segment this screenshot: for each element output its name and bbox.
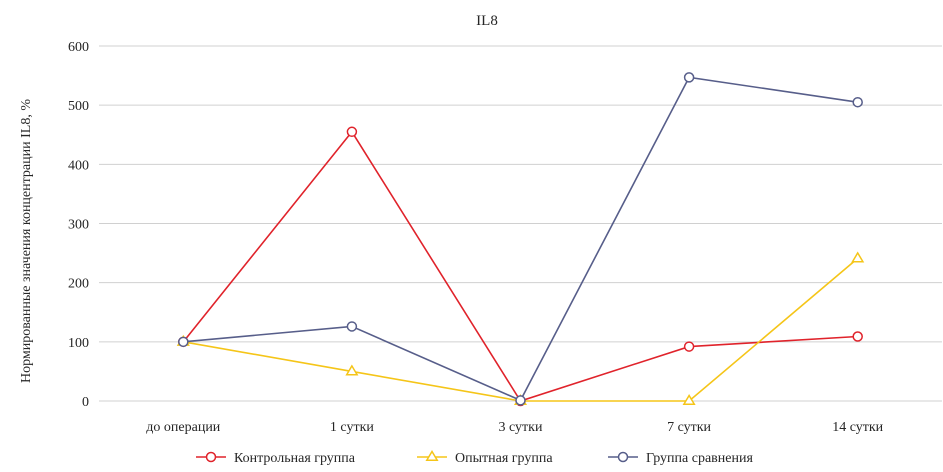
data-point <box>346 321 358 332</box>
data-point <box>346 126 358 138</box>
chart-title: IL8 <box>476 13 498 29</box>
data-point <box>345 364 359 376</box>
y-tick-label: 0 <box>82 395 89 410</box>
y-tick-label: 100 <box>68 336 89 351</box>
legend-label: Группа сравнения <box>646 451 753 466</box>
series-1 <box>178 126 863 407</box>
legend: Контрольная группа Опытная группа Группа с… <box>196 450 753 466</box>
legend-marker <box>425 450 439 462</box>
data-point <box>852 96 863 108</box>
legend-item: Опытная группа <box>417 450 553 466</box>
y-tick-label: 600 <box>68 40 89 55</box>
series-layer <box>176 72 865 407</box>
y-tick-label: 500 <box>68 99 89 114</box>
data-point <box>515 395 526 406</box>
y-axis-title: Нормированные значения концентрации IL8,… <box>19 99 34 383</box>
series-2 <box>176 251 865 406</box>
series-line <box>182 130 858 402</box>
data-point <box>683 72 695 83</box>
data-point <box>683 341 695 352</box>
data-point <box>682 394 696 406</box>
series-line <box>183 257 859 402</box>
legend-label: Контрольная группа <box>234 451 356 466</box>
legend-item: Контрольная группа <box>196 451 356 466</box>
x-axis-ticks: до операции 1 сутки 3 сутки 7 сутки 14 сутки <box>146 420 883 435</box>
y-tick-label: 300 <box>68 218 89 233</box>
series-3 <box>178 72 863 406</box>
gridlines <box>99 45 942 402</box>
legend-marker <box>205 451 217 463</box>
data-point <box>178 336 189 348</box>
series-line <box>183 76 858 402</box>
y-axis-ticks: 0 100 200 300 400 500 600 <box>68 40 89 410</box>
legend-marker <box>617 451 629 463</box>
data-point <box>852 331 863 342</box>
x-tick-label: до операции <box>146 420 221 435</box>
legend-item: Группа сравнения <box>608 451 753 466</box>
x-tick-label: 1 сутки <box>330 420 374 435</box>
x-tick-label: 7 сутки <box>667 420 711 435</box>
y-tick-label: 200 <box>68 277 89 292</box>
x-tick-label: 3 сутки <box>499 420 543 435</box>
y-tick-label: 400 <box>68 158 89 173</box>
x-tick-label: 14 сутки <box>832 420 883 435</box>
data-point <box>851 251 865 263</box>
legend-label: Опытная группа <box>455 451 553 466</box>
